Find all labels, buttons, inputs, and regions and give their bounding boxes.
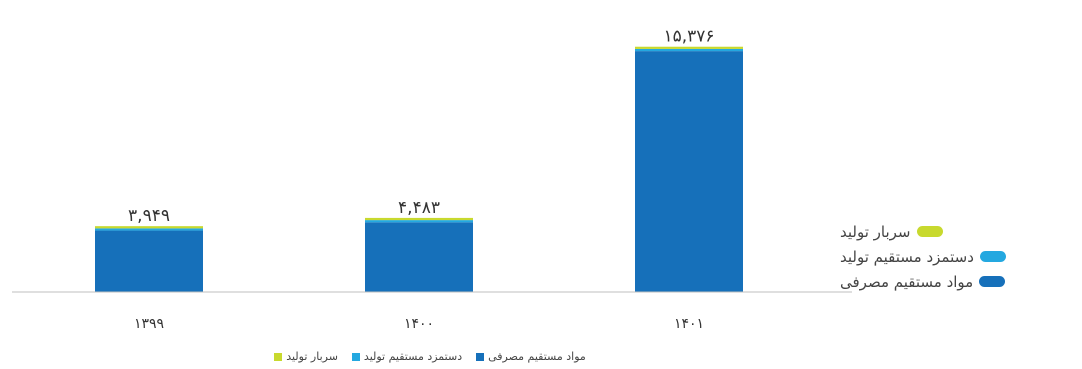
side-legend: سربار تولید دستمزد مستقیم تولید مواد مست… <box>840 220 1070 293</box>
x-tick-label: ۱۳۹۹ <box>134 316 164 332</box>
bar-segment <box>635 51 743 292</box>
bar-segment <box>95 228 203 231</box>
legend-label: سربار تولید <box>286 350 338 363</box>
legend-swatch <box>979 251 1006 262</box>
bar-segment <box>365 217 473 221</box>
legend-swatch <box>274 352 283 361</box>
bottom-legend-item-overhead: سربار تولید <box>274 350 338 363</box>
legend-label: دستمزد مستقیم تولید <box>840 247 974 266</box>
bar-segment <box>95 226 203 229</box>
legend-swatch <box>979 276 1006 287</box>
legend-label: سربار تولید <box>840 222 911 241</box>
bar-segment <box>365 222 473 292</box>
legend-swatch <box>916 226 943 237</box>
bar-segment <box>365 220 473 223</box>
side-legend-item-overhead: سربار تولید <box>840 220 1070 243</box>
x-tick-label: ۱۴۰۰ <box>404 316 434 332</box>
bottom-legend-item-materials: مواد مستقیم مصرفی <box>476 350 586 363</box>
legend-label: دستمزد مستقیم تولید <box>363 350 463 363</box>
side-legend-item-labor: دستمزد مستقیم تولید <box>840 245 1070 268</box>
legend-label: مواد مستقیم مصرفی <box>840 272 974 291</box>
legend-swatch <box>351 352 360 361</box>
data-label: ۴,۴۸۳ <box>398 198 440 218</box>
data-label: ۳,۹۴۹ <box>128 206 170 226</box>
bar-segment <box>635 46 743 49</box>
bar-segment <box>635 48 743 52</box>
stacked-bar-chart: ۳,۹۴۹ ۱۳۹۹ ۴,۴۸۳ ۱۴۰۰ ۱۵,۳۷۶ ۱۴۰۱ <box>12 27 852 332</box>
data-label: ۱۵,۳۷۶ <box>663 27 714 47</box>
x-tick-label: ۱۴۰۱ <box>674 316 704 332</box>
legend-swatch <box>476 352 485 361</box>
bottom-legend-item-labor: دستمزد مستقیم تولید <box>351 350 463 363</box>
labels-group: ۳,۹۴۹ ۱۳۹۹ ۴,۴۸۳ ۱۴۰۰ ۱۵,۳۷۶ ۱۴۰۱ <box>128 27 715 332</box>
bars-group <box>95 46 743 292</box>
legend-label: مواد مستقیم مصرفی <box>488 350 586 363</box>
side-legend-item-materials: مواد مستقیم مصرفی <box>840 270 1070 293</box>
bottom-legend: مواد مستقیم مصرفی دستمزد مستقیم تولید سر… <box>0 350 860 363</box>
bar-segment <box>95 230 203 292</box>
